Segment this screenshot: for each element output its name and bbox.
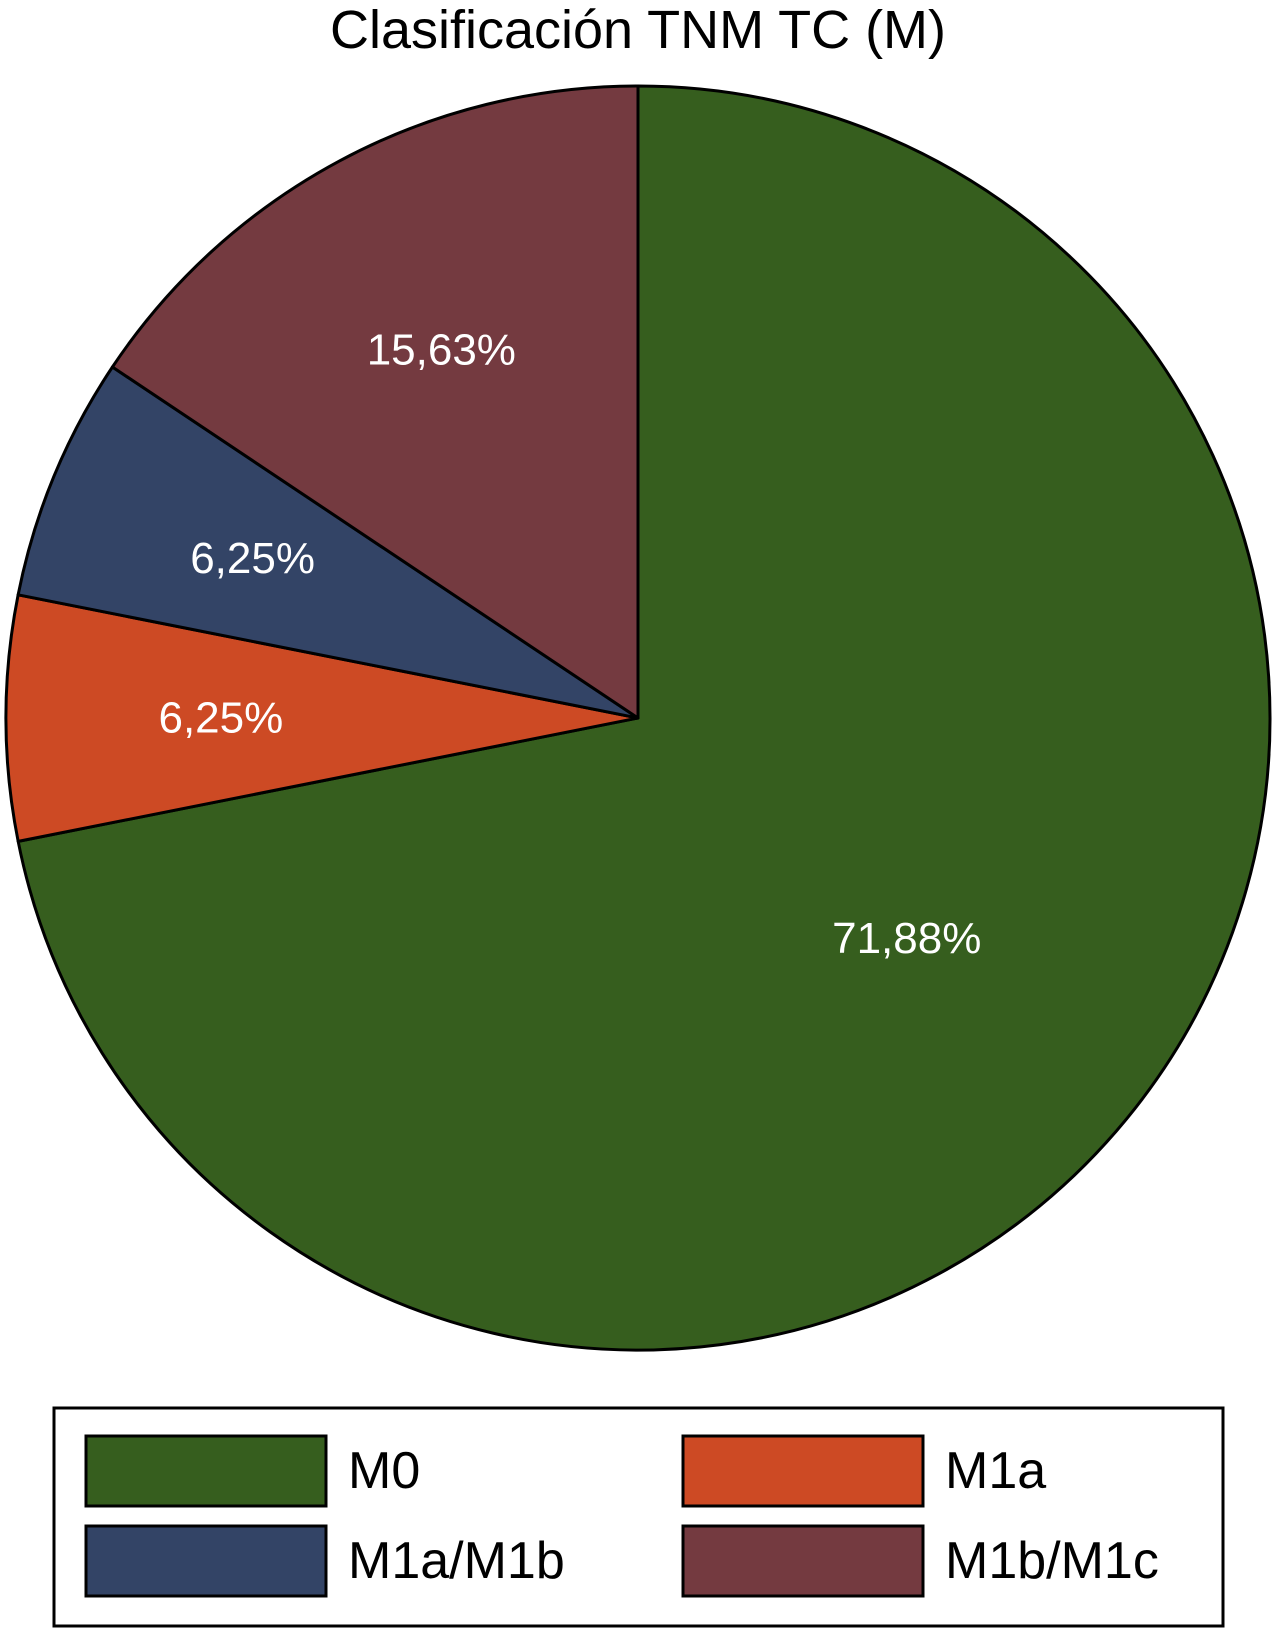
legend-swatch-m1a (681, 1434, 925, 1508)
slice-label-m1b-m1c: 15,63% (367, 326, 516, 375)
slice-label-m1a-m1b: 6,25% (190, 534, 315, 583)
legend-swatch-m0 (84, 1434, 328, 1508)
legend-label-m1b-m1c: M1b/M1c (945, 1532, 1159, 1590)
legend: M0 M1a M1a/M1b M1b/M1c (52, 1406, 1225, 1628)
chart-title: Clasificación TNM TC (M) (330, 0, 946, 60)
slice-label-m0: 71,88% (832, 914, 981, 963)
legend-swatch-m1b-m1c (681, 1524, 925, 1598)
legend-label-m1a: M1a (945, 1442, 1046, 1500)
pie-slice-m1a-m1b (16, 365, 640, 720)
pie-slice-m0 (16, 84, 1272, 1352)
slice-label-m1a: 6,25% (158, 694, 283, 743)
legend-label-m0: M0 (348, 1442, 420, 1500)
legend-swatch-m1a-m1b (84, 1524, 328, 1598)
pie-slice-m1a (4, 593, 640, 843)
legend-label-m1a-m1b: M1a/M1b (348, 1532, 565, 1590)
pie-slices (4, 84, 1272, 1352)
pie-slice-m1b-m1c (110, 84, 640, 720)
pie-slice-labels: 71,88% 6,25% 6,25% 15,63% (158, 326, 981, 963)
